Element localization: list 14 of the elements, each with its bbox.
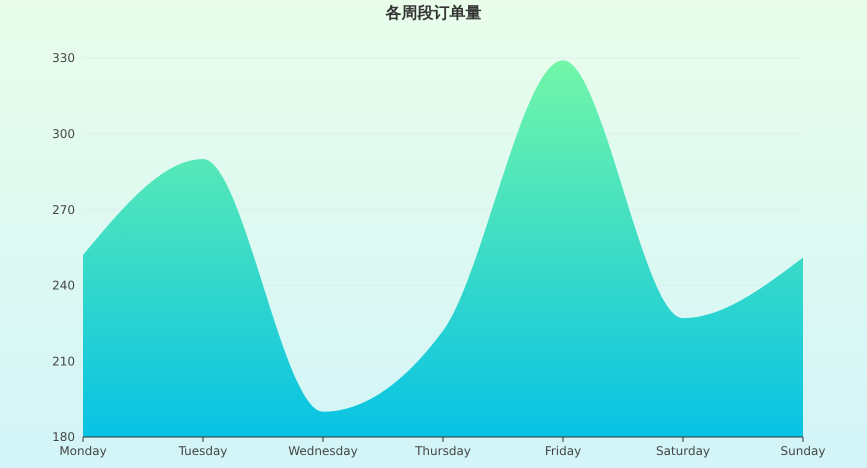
- y-tick-label: 300: [52, 127, 75, 141]
- x-tick-label: Monday: [59, 444, 107, 458]
- y-tick-label: 240: [52, 278, 75, 293]
- chart-title: 各周段订单量: [384, 3, 482, 22]
- x-tick-label: Wednesday: [288, 444, 358, 458]
- x-tick-label: Thursday: [414, 444, 471, 458]
- y-tick-label: 330: [52, 51, 75, 66]
- y-tick-label: 270: [52, 202, 75, 217]
- y-tick-label: 210: [52, 354, 75, 368]
- y-tick-label: 180: [52, 430, 75, 444]
- x-tick-label: Tuesday: [178, 444, 228, 458]
- x-tick-label: Sunday: [780, 444, 826, 458]
- x-tick-label: Friday: [544, 444, 582, 458]
- x-tick-label: Saturday: [656, 444, 710, 458]
